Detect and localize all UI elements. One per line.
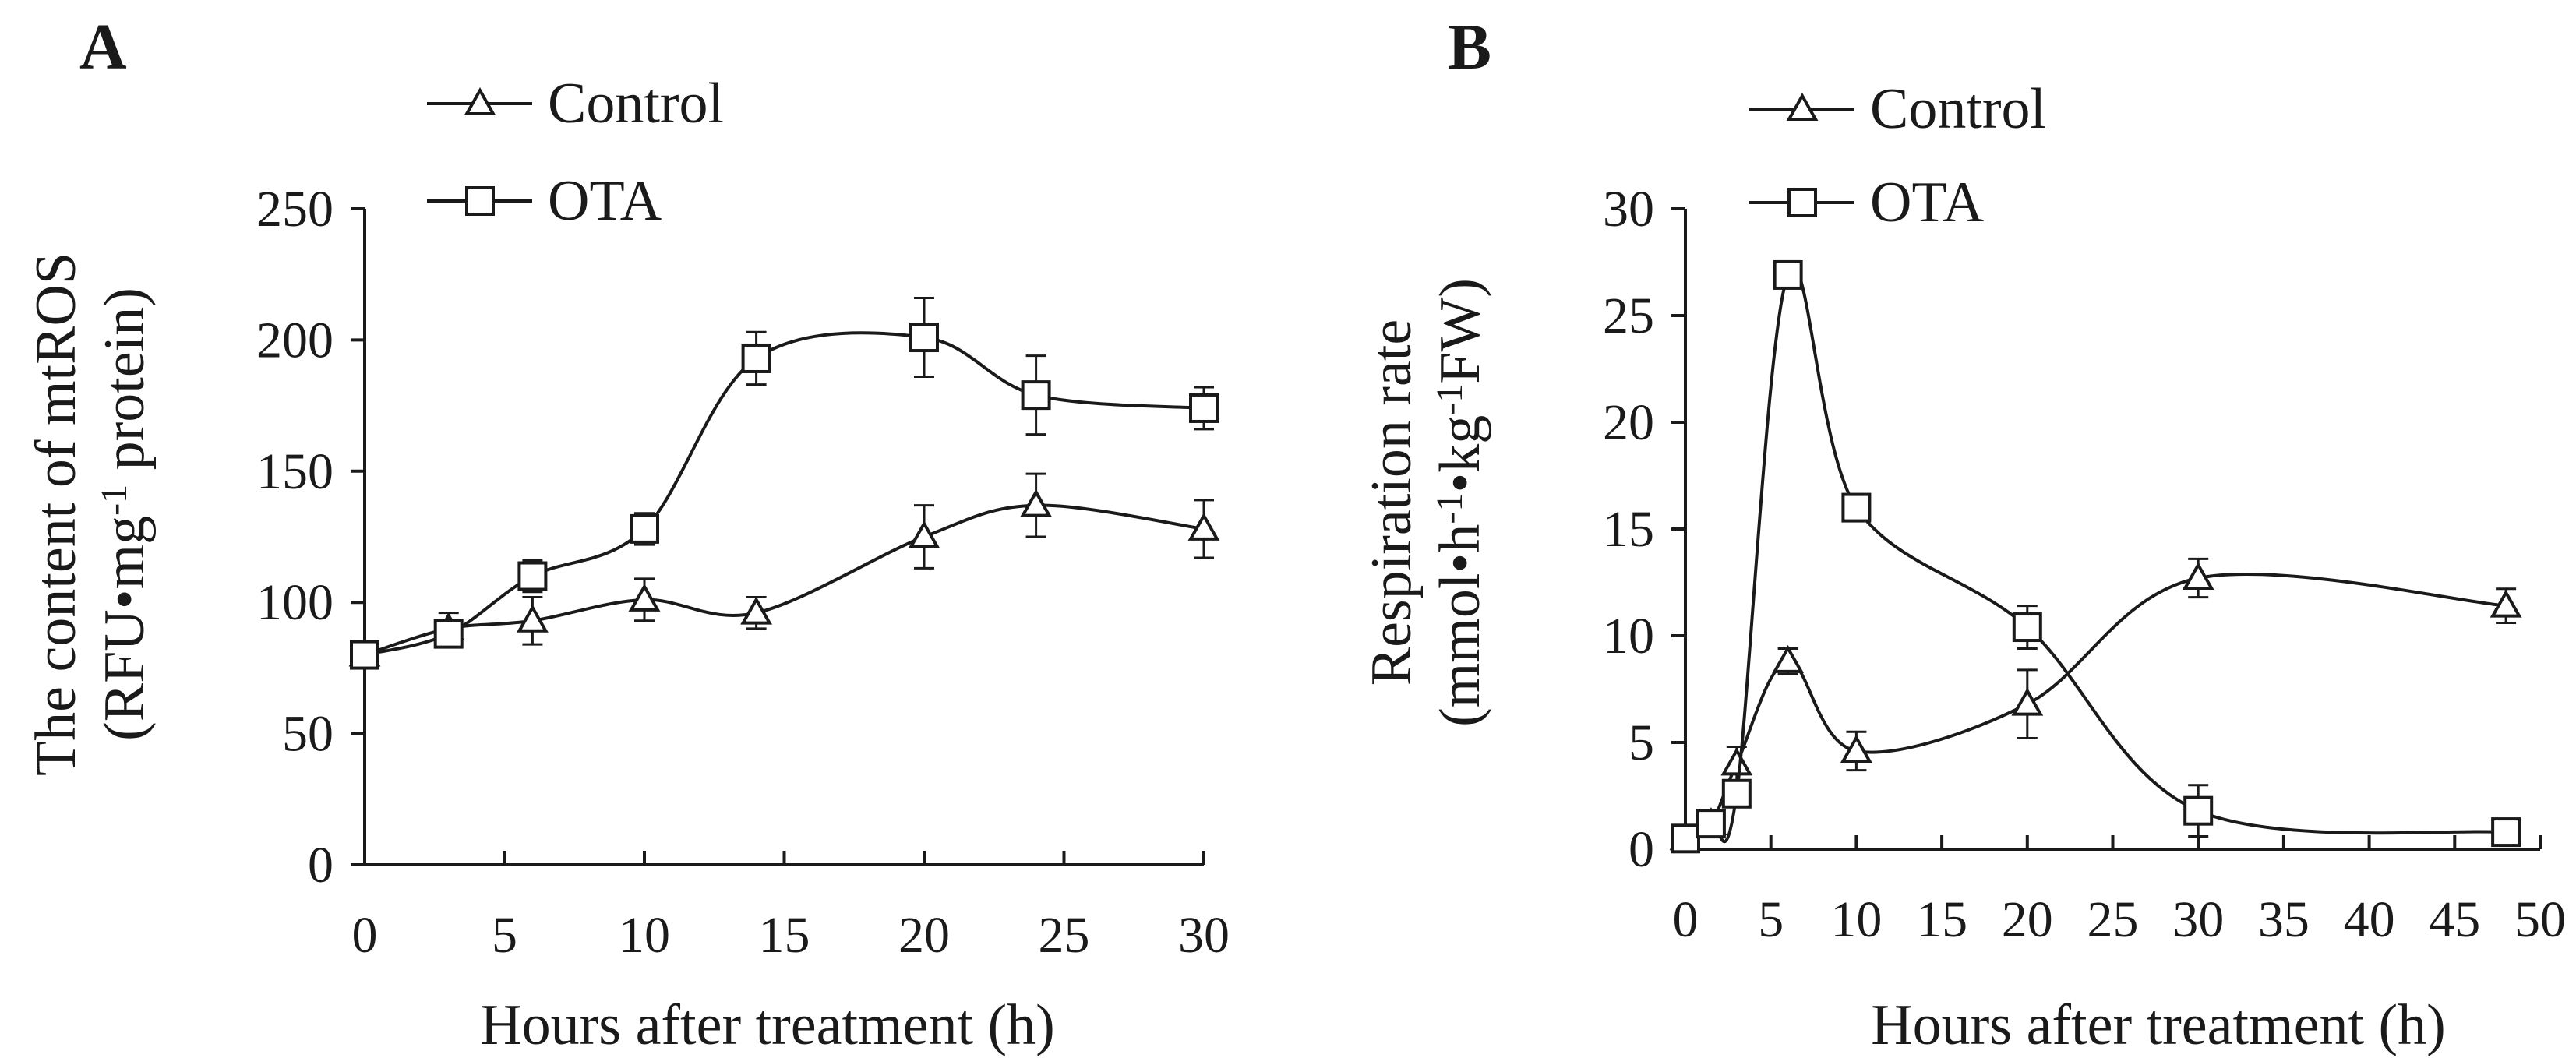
panel-a-x-tick-label: 10: [619, 907, 670, 964]
panel-a-ylabel-post: protein): [93, 287, 157, 485]
panel-a-ylabel-pre: (RFU•mg: [93, 516, 157, 741]
panel-b-y-axis-title-line2: (mmol•h-1•kg-1FW): [1428, 278, 1492, 727]
panel-b-y-tick-label: 20: [1603, 394, 1654, 451]
panel-a-control-line: [364, 503, 1205, 657]
panel-a-y-axis-title-line2: (RFU•mg-1 protein): [93, 287, 157, 741]
panel-b-x-tick-label: 15: [1916, 891, 1967, 948]
panel-a-ota-point: [1189, 393, 1219, 423]
panel-b-ylabel-sup: -1: [1429, 493, 1470, 524]
panel-a-ota-point: [630, 513, 659, 544]
panel-a-x-tick-label: 25: [1039, 907, 1090, 964]
panel-a-ota-point: [909, 323, 939, 353]
panel-b-letter: B: [1448, 11, 1491, 83]
panel-a-legend-label: Control: [548, 72, 724, 136]
panel-a-legend-marker: [465, 186, 495, 216]
panel-b-x-tick-label: 5: [1758, 891, 1784, 948]
panel-a-x-axis-title: Hours after treatment (h): [480, 993, 1055, 1057]
panel-b-ylabel-mid: •kg: [1428, 415, 1492, 493]
panel-a-control-point: [628, 583, 661, 612]
panel-a-y-tick-label: 100: [256, 574, 333, 631]
panel-a-ota-point: [350, 640, 379, 670]
panel-b-x-tick-label: 10: [1830, 891, 1882, 948]
panel-b-y-tick-label: 30: [1603, 181, 1654, 238]
panel-b-ota-line: [1684, 266, 2507, 844]
panel-a-y-tick-label: 50: [282, 706, 333, 763]
panel-a-ota-line: [364, 331, 1205, 657]
panel-a-letter: A: [79, 11, 127, 83]
panel-b-ota-point: [1773, 259, 1803, 290]
panel-b-ota-point: [2491, 817, 2521, 848]
panel-b-control-line: [1684, 573, 2507, 841]
panel-b-ota-point: [1721, 778, 1752, 809]
panel-b-x-axis-title: Hours after treatment (h): [1871, 993, 2446, 1057]
panel-a-legend-label: OTA: [548, 169, 662, 233]
panel-b-y-tick-label: 5: [1629, 714, 1654, 771]
panel-b-legend-label: Control: [1870, 77, 2046, 141]
panel-b-x-tick-label: 40: [2344, 891, 2395, 948]
panel-b-ota-point: [1841, 492, 1872, 523]
panel-b-control-point: [2011, 687, 2044, 716]
panel-a-ota-point: [433, 619, 464, 649]
panel-b-ylabel-post: FW): [1428, 278, 1492, 384]
panel-b-legend-marker: [1786, 92, 1819, 121]
panel-b-y-tick-label: 10: [1603, 608, 1654, 665]
panel-b-control-point: [2182, 561, 2214, 591]
panel-b-x-tick-label: 50: [2514, 891, 2566, 948]
panel-b-ota-point: [1671, 823, 1700, 854]
panel-b-control-point: [1840, 734, 1872, 763]
panel-b-control-point: [1772, 644, 1805, 673]
panel-b-ylabel-pre: (mmol•h: [1428, 524, 1492, 727]
panel-a-legend-ota: OTA: [427, 169, 662, 233]
panel-a-ota-point: [517, 561, 548, 591]
panel-b-y-axis-title-line1: Respiration rate: [1360, 319, 1424, 686]
panel-b-x-tick-label: 30: [2172, 891, 2224, 948]
panel-a-y-tick-label: 0: [308, 837, 333, 894]
panel-a-legend-control: Control: [427, 72, 724, 136]
panel-b-control-point: [1720, 747, 1753, 776]
panel-a-x-tick-label: 20: [898, 907, 950, 964]
panel-b-y-tick-label: 15: [1603, 501, 1654, 558]
panel-b-x-tick-label: 20: [2002, 891, 2053, 948]
panel-a-y-tick-label: 250: [256, 181, 333, 238]
panel-b-legend-label: OTA: [1870, 171, 1984, 235]
panel-b-ota-point: [2012, 612, 2042, 643]
panel-a-chart: A The content of mtROS (RFU•mg-1 protein…: [24, 11, 1230, 1057]
panel-b-chart: B Respiration rate (mmol•h-1•kg-1FW) Hou…: [1360, 11, 2566, 1057]
panel-a-x-tick-label: 5: [492, 907, 517, 964]
panel-b-y-tick-label: 25: [1603, 287, 1654, 344]
panel-b-legend-ota: OTA: [1749, 171, 1984, 235]
panel-a-control-point: [1187, 512, 1220, 541]
panel-a-x-tick-label: 15: [759, 907, 810, 964]
panel-a-x-tick-label: 30: [1178, 907, 1230, 964]
panel-a-control-point: [908, 520, 940, 548]
panel-a-y-tick-label: 200: [256, 312, 333, 369]
panel-b-x-tick-label: 35: [2258, 891, 2310, 948]
panel-a-control-point: [516, 604, 549, 633]
panel-b-legend-marker: [1787, 188, 1817, 217]
panel-b-x-tick-label: 45: [2429, 891, 2480, 948]
panel-b-ota-point: [1696, 809, 1726, 839]
panel-a-y-axis-title-line1: The content of mtROS: [24, 252, 88, 776]
panel-a-ylabel-sup: -1: [94, 485, 135, 516]
panel-a-legend-marker: [464, 86, 496, 115]
panel-b-ota-point: [2183, 795, 2214, 826]
panel-b-y-tick-label: 0: [1629, 821, 1654, 878]
panel-b-legend-control: Control: [1749, 77, 2046, 141]
panel-b-x-tick-label: 25: [2087, 891, 2139, 948]
panel-b-x-tick-label: 0: [1673, 891, 1699, 948]
panel-a-control-point: [740, 596, 773, 625]
panel-b-ylabel-sup2: -1: [1429, 384, 1470, 415]
panel-a-y-tick-label: 150: [256, 443, 333, 500]
panel-a-x-tick-label: 0: [352, 907, 378, 964]
panel-b-control-point: [2490, 589, 2522, 618]
panel-a-ota-point: [741, 343, 771, 373]
panel-a-ota-point: [1021, 380, 1051, 411]
panel-a-control-point: [1020, 488, 1053, 517]
